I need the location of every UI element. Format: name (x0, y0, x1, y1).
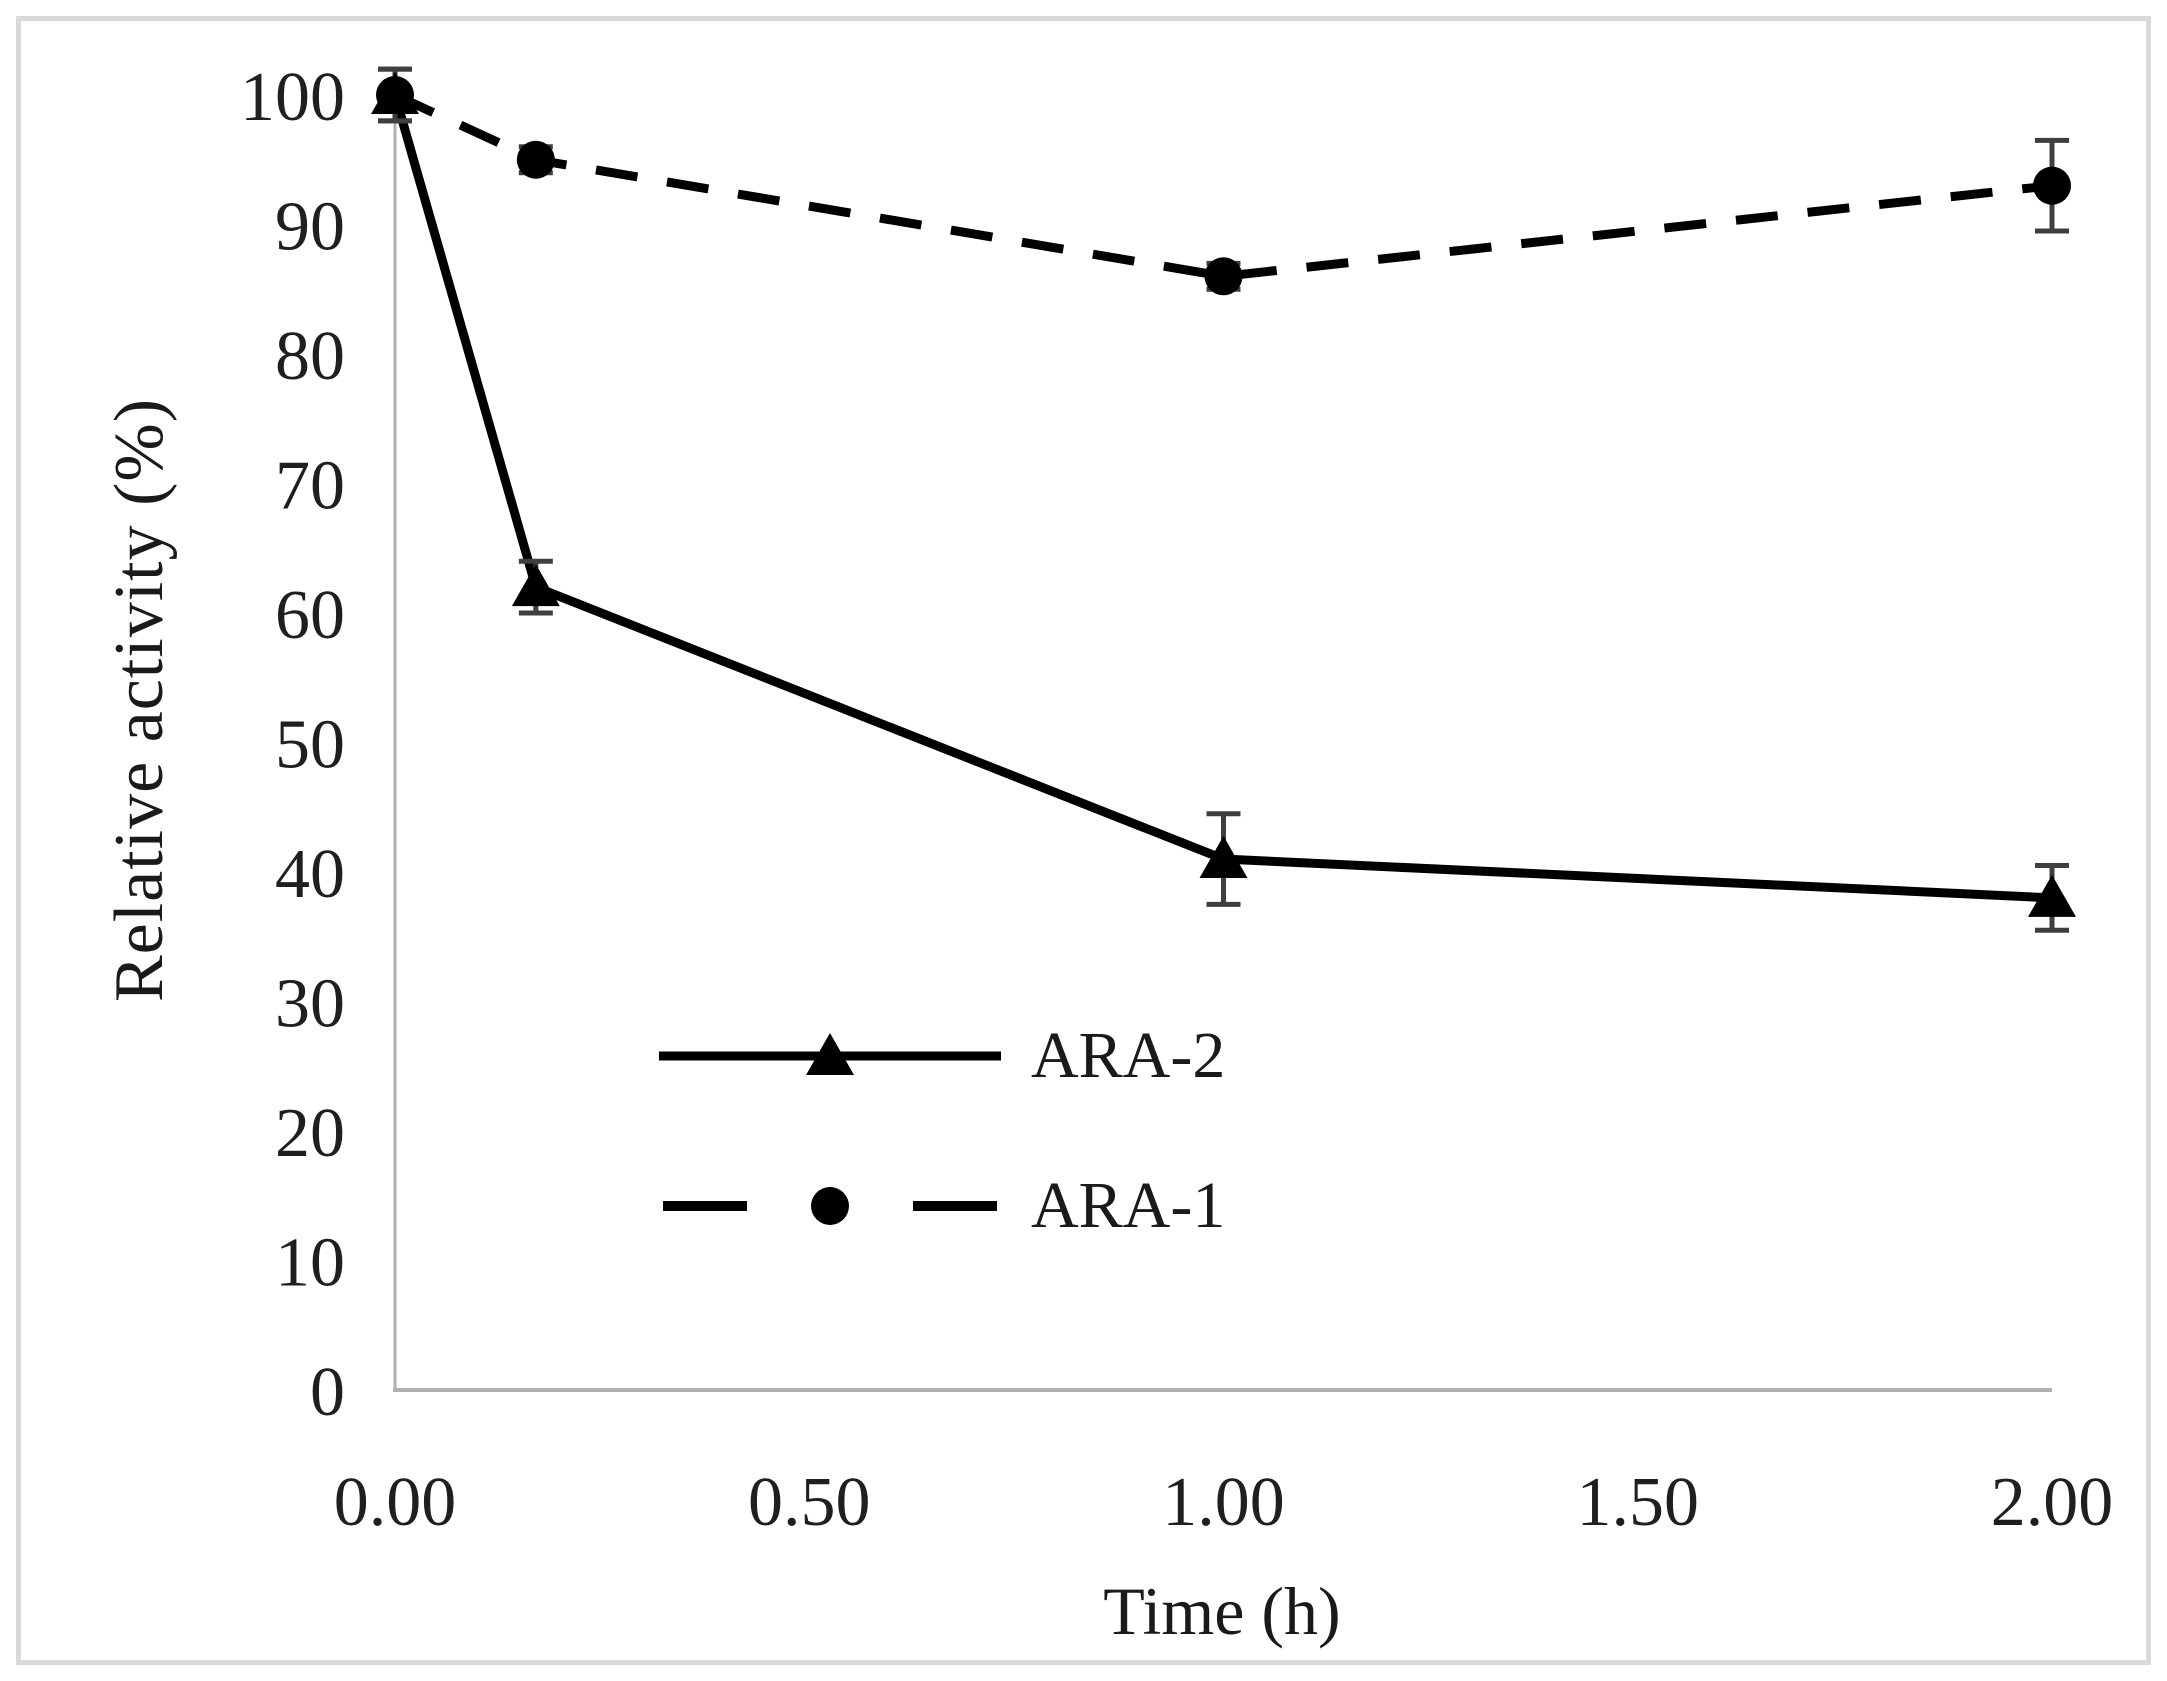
figure-border (16, 16, 2151, 1665)
y-tick-label: 90 (275, 189, 345, 266)
circle-marker (516, 140, 555, 179)
x-axis-title: Time (h) (1103, 1573, 1341, 1649)
legend-label-ara-1: ARA-1 (1031, 1169, 1226, 1242)
legend-label-ara-2: ARA-2 (1031, 1019, 1226, 1092)
circle-marker (1204, 257, 1243, 296)
y-tick-label: 100 (240, 59, 345, 136)
circle-marker (811, 1187, 849, 1225)
x-tick-label: 0.50 (748, 1464, 871, 1541)
y-tick-label: 0 (310, 1354, 345, 1431)
legend-item-ara-1: ARA-1 (655, 1173, 1225, 1239)
triangle-marker (806, 1033, 854, 1075)
y-tick-label: 60 (275, 577, 345, 654)
legend-item-ara-2: ARA-2 (655, 1023, 1225, 1089)
y-tick-label: 80 (275, 318, 345, 395)
circle-marker (2033, 166, 2071, 205)
legend-solid-line-triangle-icon (659, 1033, 1001, 1075)
legend: ARA-2 ARA-1 (655, 1023, 1225, 1239)
x-tick-label: 1.00 (1162, 1464, 1285, 1541)
series-line-ARA-1 (393, 90, 2053, 281)
x-tick-label: 0.00 (334, 1464, 457, 1541)
series-line-ARA-2 (390, 93, 2053, 903)
y-axis-title: Relative activity (%) (101, 397, 178, 1003)
y-tick-label: 30 (275, 966, 345, 1043)
triangle-marker (511, 564, 560, 607)
y-tick-label: 40 (275, 836, 345, 913)
x-tick-label: 2.00 (1991, 1464, 2114, 1541)
y-tick-label: 10 (275, 1225, 345, 1302)
triangle-marker (1199, 836, 1248, 879)
circle-marker (376, 76, 414, 114)
x-tick-label: 1.50 (1577, 1464, 1700, 1541)
y-tick-label: 20 (275, 1095, 345, 1172)
legend-dashed-line-circle-icon (663, 1187, 997, 1225)
y-tick-label: 70 (275, 448, 345, 525)
triangle-marker (2028, 874, 2076, 917)
y-tick-label: 50 (275, 707, 345, 784)
